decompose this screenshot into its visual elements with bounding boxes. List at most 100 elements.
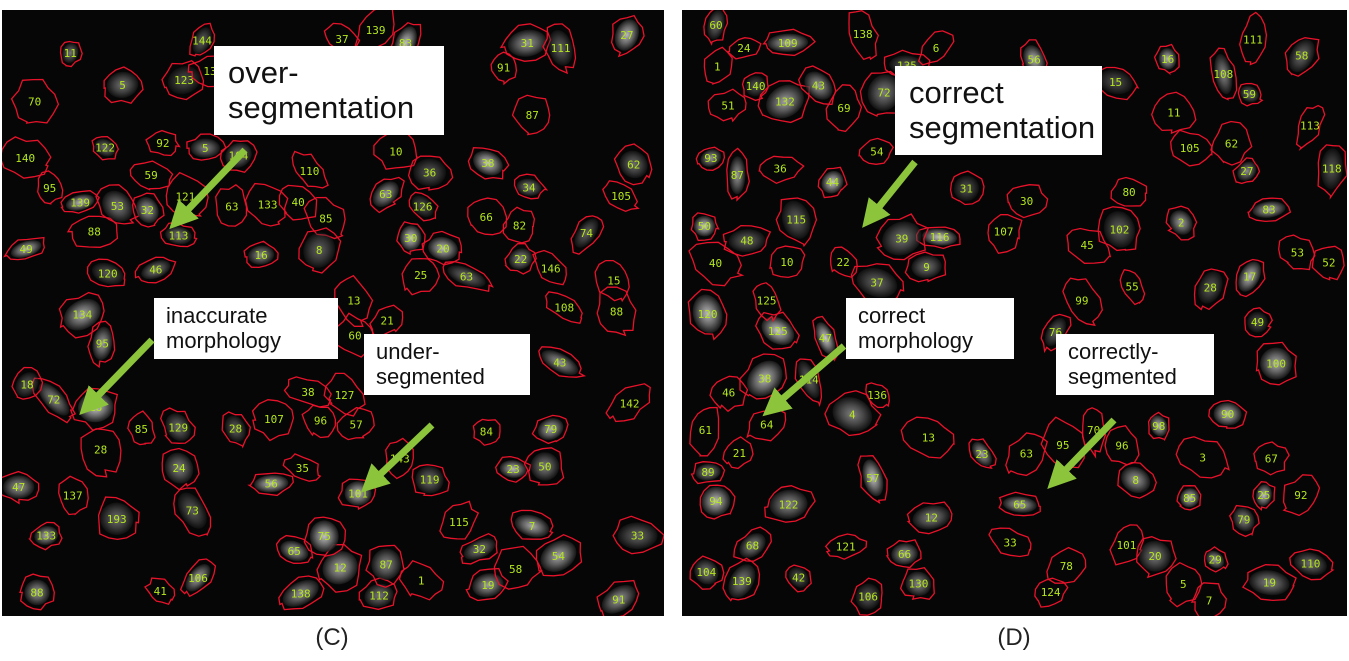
segmented-cell: 32 — [131, 192, 165, 228]
segmented-cell: 79 — [1228, 504, 1260, 538]
segmented-cell: 137 — [58, 475, 89, 516]
cell-label: 57 — [349, 419, 362, 432]
cell-label: 95 — [96, 337, 109, 350]
cell-label: 140 — [15, 152, 35, 165]
segmented-cell: 65 — [998, 491, 1041, 517]
cell-label: 27 — [1240, 165, 1253, 178]
segmented-cell: 25 — [401, 257, 440, 296]
cell-label: 144 — [192, 35, 212, 48]
segmented-cell: 70 — [1081, 407, 1107, 459]
cell-label: 142 — [620, 397, 640, 410]
cell-label: 79 — [1237, 513, 1250, 526]
segmented-cell: 20 — [1136, 536, 1177, 579]
segmented-cell: 31 — [499, 23, 552, 62]
cell-label: 75 — [318, 530, 331, 543]
cell-label: 8 — [1132, 474, 1139, 487]
segmented-cell: 123 — [161, 59, 205, 101]
segmented-cell: 15 — [594, 259, 630, 303]
cell-label: 33 — [1003, 536, 1016, 549]
cell-label: 69 — [837, 102, 850, 115]
cell-label: 58 — [1295, 50, 1308, 63]
cell-label: 62 — [1225, 137, 1238, 150]
segmented-cell: 22 — [504, 242, 537, 275]
cell-label: 80 — [1122, 186, 1135, 199]
cell-label: 62 — [627, 158, 640, 171]
cell-label: 24 — [172, 462, 186, 475]
cell-label: 140 — [746, 80, 766, 93]
cell-label: 85 — [319, 213, 332, 226]
cell-label: 113 — [1300, 120, 1320, 133]
cell-label: 72 — [47, 393, 60, 406]
cell-label: 85 — [1183, 492, 1196, 505]
cell-label: 101 — [1116, 539, 1136, 552]
cell-label: 124 — [1041, 586, 1061, 599]
segmented-cell: 122 — [91, 135, 120, 161]
cell-label: 88 — [88, 225, 101, 238]
segmented-cell: 66 — [885, 539, 922, 569]
cell-label: 55 — [1125, 281, 1138, 294]
cell-label: 138 — [291, 587, 311, 600]
segmented-cell: 108 — [545, 291, 583, 325]
cell-label: 32 — [141, 204, 154, 217]
cell-label: 12 — [925, 511, 938, 524]
cell-label: 143 — [390, 453, 410, 466]
cell-label: 63 — [460, 270, 473, 283]
cell-label: 193 — [107, 513, 127, 526]
segmented-cell: 63 — [442, 260, 494, 292]
segmented-cell: 126 — [408, 191, 439, 222]
cell-label: 98 — [1152, 420, 1165, 433]
segmented-cell: 96 — [301, 404, 337, 439]
cell-label: 18 — [89, 401, 102, 414]
callout-over-segmentation: over- segmentation — [214, 46, 444, 136]
segmented-cell: 104 — [689, 555, 725, 590]
cell-label: 134 — [72, 309, 92, 322]
segmented-cell: 113 — [1295, 104, 1326, 151]
cell-label: 116 — [930, 231, 950, 244]
cell-label: 121 — [175, 190, 195, 203]
segmented-cell: 17 — [1235, 258, 1266, 298]
cell-label: 20 — [1148, 550, 1161, 563]
cell-label: 2 — [1178, 216, 1185, 229]
segmented-cell: 7 — [1190, 582, 1227, 616]
cell-label: 16 — [255, 249, 268, 262]
segmented-cell: 101 — [337, 478, 377, 511]
segmented-cell: 19 — [1241, 564, 1297, 602]
cell-label: 7 — [1206, 594, 1213, 607]
segmented-cell: 36 — [758, 155, 805, 185]
segmented-cell: 67 — [1253, 441, 1290, 476]
cell-label: 56 — [1027, 54, 1040, 67]
segmented-cell: 32 — [459, 532, 498, 565]
segmented-cell: 73 — [173, 487, 212, 537]
segmented-cell: 96 — [1104, 424, 1140, 466]
cell-label: 31 — [960, 182, 973, 195]
cell-label: 132 — [775, 96, 795, 109]
cell-label: 84 — [480, 426, 494, 439]
segmented-cell: 133 — [244, 182, 289, 227]
cell-label: 21 — [733, 447, 746, 460]
segmented-cell: 72 — [31, 377, 77, 424]
cell-label: 63 — [225, 201, 238, 214]
cell-label: 15 — [1109, 76, 1122, 89]
cell-label: 115 — [786, 214, 806, 227]
cell-label: 30 — [1020, 195, 1033, 208]
segmented-cell: 51 — [707, 88, 747, 123]
cell-label: 88 — [30, 586, 43, 599]
segmented-cell: 27 — [610, 14, 645, 58]
segmented-cell: 106 — [850, 577, 883, 616]
cell-label: 37 — [870, 277, 883, 290]
segmented-cell: 108 — [1209, 47, 1238, 101]
cell-label: 112 — [369, 590, 389, 603]
cell-label: 87 — [380, 558, 393, 571]
segmented-cell: 110 — [1289, 548, 1335, 581]
segmented-cell: 87 — [365, 544, 406, 588]
cell-label: 9 — [923, 261, 930, 274]
segmented-cell: 39 — [875, 213, 930, 261]
cell-label: 88 — [610, 306, 623, 319]
segmented-cell: 88 — [66, 215, 119, 248]
cell-label: 46 — [149, 264, 162, 277]
segmented-cell: 63 — [369, 176, 405, 214]
segmented-cell: 94 — [699, 484, 736, 520]
segmented-cell: 120 — [86, 258, 126, 288]
cell-label: 38 — [301, 386, 314, 399]
segmented-cell: 58 — [1284, 37, 1320, 77]
